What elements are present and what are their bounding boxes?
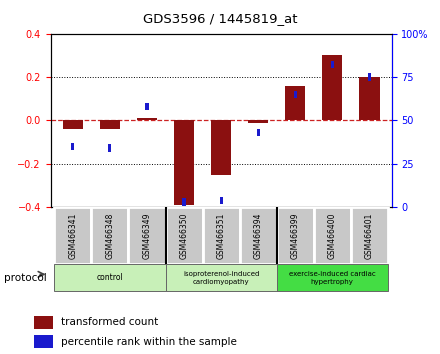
FancyBboxPatch shape — [277, 207, 314, 264]
Bar — [34, 316, 53, 329]
Bar — [211, 120, 231, 175]
FancyBboxPatch shape — [351, 207, 388, 264]
Bar — [62, 120, 83, 129]
Bar — [257, 129, 260, 136]
Text: GSM466349: GSM466349 — [143, 212, 151, 259]
FancyBboxPatch shape — [314, 207, 351, 264]
Text: GSM466400: GSM466400 — [328, 212, 337, 259]
FancyBboxPatch shape — [240, 207, 277, 264]
Text: GSM466341: GSM466341 — [68, 212, 77, 259]
Text: protocol: protocol — [4, 273, 47, 283]
Bar — [34, 335, 53, 348]
Bar — [322, 55, 342, 120]
Bar — [100, 120, 120, 129]
FancyBboxPatch shape — [165, 264, 277, 291]
Text: GSM466351: GSM466351 — [216, 212, 226, 259]
FancyBboxPatch shape — [128, 207, 165, 264]
Text: control: control — [96, 273, 123, 282]
Text: GSM466401: GSM466401 — [365, 212, 374, 259]
Bar — [145, 103, 149, 110]
Text: GSM466394: GSM466394 — [254, 212, 263, 259]
Bar — [220, 196, 223, 204]
FancyBboxPatch shape — [54, 264, 165, 291]
FancyBboxPatch shape — [54, 207, 92, 264]
Bar — [293, 91, 297, 98]
Text: exercise-induced cardiac
hypertrophy: exercise-induced cardiac hypertrophy — [289, 271, 376, 285]
FancyBboxPatch shape — [92, 207, 128, 264]
Bar — [137, 118, 157, 120]
Bar — [248, 120, 268, 122]
Bar — [368, 73, 371, 81]
Bar — [174, 120, 194, 205]
FancyBboxPatch shape — [165, 207, 202, 264]
FancyBboxPatch shape — [202, 207, 240, 264]
FancyBboxPatch shape — [277, 264, 388, 291]
Bar — [108, 144, 111, 152]
Text: GDS3596 / 1445819_at: GDS3596 / 1445819_at — [143, 12, 297, 25]
Bar — [359, 77, 380, 120]
Bar — [183, 198, 186, 206]
Bar — [71, 143, 74, 150]
Text: GSM466348: GSM466348 — [106, 212, 114, 259]
Bar — [285, 86, 305, 120]
Text: GSM466350: GSM466350 — [180, 212, 188, 259]
Bar — [331, 61, 334, 68]
Text: percentile rank within the sample: percentile rank within the sample — [61, 337, 237, 347]
Text: GSM466399: GSM466399 — [291, 212, 300, 259]
Text: isoproterenol-induced
cardiomyopathy: isoproterenol-induced cardiomyopathy — [183, 271, 259, 285]
Text: transformed count: transformed count — [61, 317, 158, 327]
